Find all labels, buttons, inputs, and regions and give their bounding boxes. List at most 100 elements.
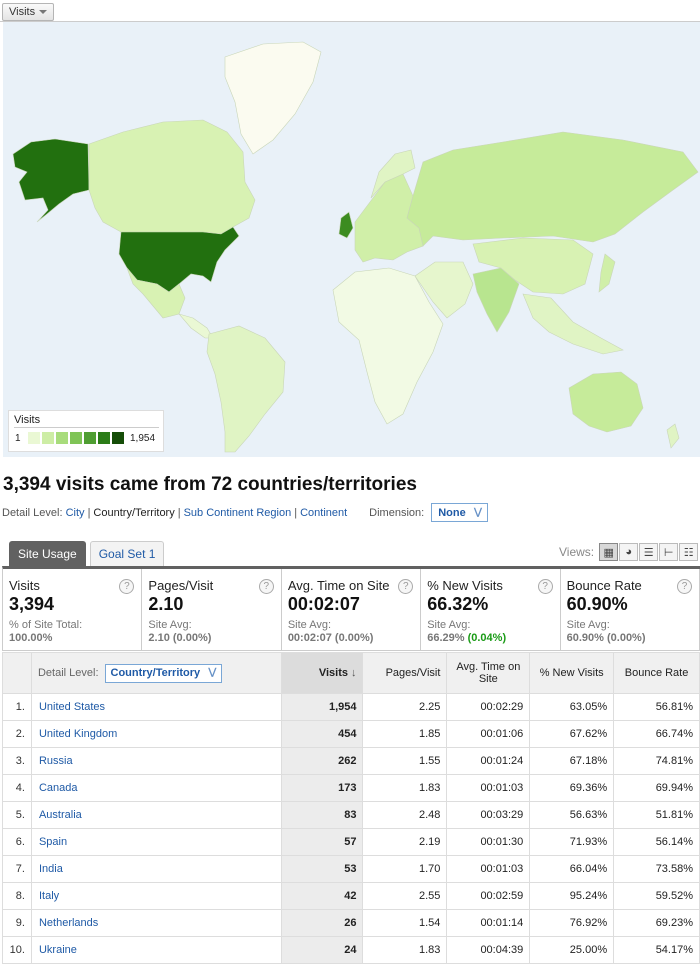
- chevron-down-icon: ⋁: [208, 667, 217, 678]
- bounce-cell: 56.81%: [613, 693, 700, 721]
- col-header-bounce[interactable]: Bounce Rate: [613, 652, 700, 694]
- pivot-view-icon[interactable]: ☷: [679, 543, 699, 561]
- table-view-icon[interactable]: ▦: [599, 543, 619, 561]
- map-new-zealand[interactable]: [666, 423, 680, 449]
- country-link[interactable]: Australia: [38, 809, 82, 821]
- detail-level-header: Detail Level: Country/Territory ⋁: [30, 652, 282, 694]
- row-index: 4.: [2, 774, 32, 802]
- bounce-cell: 54.17%: [613, 936, 700, 964]
- country-link[interactable]: Spain: [38, 836, 68, 848]
- detail-level-select[interactable]: Country/Territory ⋁: [104, 663, 222, 683]
- metric-name: Visits: [9, 578, 40, 593]
- detail-link-city[interactable]: City: [65, 506, 85, 519]
- row-index: 10.: [2, 936, 32, 964]
- map-metric-dropdown[interactable]: Visits: [2, 3, 55, 21]
- detail-level-bar: Detail Level: City | Country/Territory | S…: [2, 503, 489, 522]
- new-visits-cell: 69.36%: [529, 774, 615, 802]
- country-link[interactable]: Ukraine: [38, 944, 77, 956]
- country-cell: Canada: [30, 774, 282, 802]
- map-china[interactable]: [472, 237, 594, 295]
- country-link[interactable]: United Kingdom: [38, 728, 118, 740]
- divider: [0, 21, 700, 22]
- help-icon[interactable]: ?: [398, 579, 414, 594]
- bounce-cell: 59.52%: [613, 882, 700, 910]
- map-africa[interactable]: [332, 267, 444, 425]
- country-link[interactable]: Italy: [38, 890, 60, 902]
- metric-value: 60.90%: [566, 594, 628, 614]
- table-row: 5. Australia 83 2.48 00:03:29 56.63% 51.81%: [2, 801, 700, 829]
- bar-view-icon[interactable]: ☰: [639, 543, 659, 561]
- map-mexico[interactable]: [126, 267, 186, 319]
- new-visits-cell: 63.05%: [529, 693, 615, 721]
- row-index: 2.: [2, 720, 32, 748]
- dimension-select[interactable]: None ⋁: [431, 503, 489, 522]
- map-russia[interactable]: [406, 131, 699, 247]
- tab-site-usage[interactable]: Site Usage: [9, 541, 86, 566]
- map-south-america[interactable]: [206, 325, 286, 453]
- legend-scale: [27, 431, 125, 445]
- metric-avg-time: Avg. Time on Site 00:02:07 Site Avg: 00:0…: [282, 569, 422, 650]
- summary-title: 3,394 visits came from 72 countries/terr…: [3, 474, 417, 495]
- pages-cell: 1.70: [362, 855, 448, 883]
- metric-visits: Visits 3,394 % of Site Total: 100.00% ?: [3, 569, 143, 650]
- chevron-down-icon: ⋁: [473, 506, 483, 518]
- map-greenland[interactable]: [224, 41, 322, 155]
- help-icon[interactable]: ?: [258, 579, 274, 594]
- country-link[interactable]: Canada: [38, 782, 78, 794]
- detail-link-subcontinent[interactable]: Sub Continent Region: [183, 506, 292, 519]
- map-alaska[interactable]: [12, 138, 90, 223]
- country-cell: Netherlands: [30, 909, 282, 937]
- legend-title: Visits: [14, 414, 160, 428]
- visits-cell: 454: [280, 720, 364, 748]
- visits-cell: 26: [280, 909, 364, 937]
- visits-cell: 262: [280, 747, 364, 775]
- col-header-time[interactable]: Avg. Time on Site: [446, 652, 531, 694]
- time-cell: 00:01:24: [446, 747, 531, 775]
- row-index: 6.: [2, 828, 32, 856]
- col-header-visits[interactable]: Visits ↓: [280, 652, 364, 694]
- table-row: 6. Spain 57 2.19 00:01:30 71.93% 56.14%: [2, 828, 700, 856]
- pages-cell: 1.85: [362, 720, 448, 748]
- map-scandinavia[interactable]: [370, 149, 416, 199]
- legend-max: 1,954: [130, 433, 156, 444]
- country-cell: India: [30, 855, 282, 883]
- col-header-pages[interactable]: Pages/Visit: [362, 652, 448, 694]
- country-link[interactable]: Russia: [38, 755, 73, 767]
- metric-pages-visit: Pages/Visit 2.10 Site Avg: 2.10 (0.00%) ?: [142, 569, 282, 650]
- help-icon[interactable]: ?: [537, 579, 553, 594]
- chevron-down-icon: [39, 10, 48, 15]
- views-switcher: Views: ▦ ◕ ☰ ⊢ ☷: [559, 543, 699, 561]
- country-link[interactable]: India: [38, 863, 63, 875]
- map-middle-east[interactable]: [414, 261, 474, 319]
- country-link[interactable]: United States: [38, 701, 106, 713]
- metric-sub: Site Avg: 60.90% (0.00%): [566, 619, 646, 644]
- map-japan[interactable]: [598, 253, 616, 293]
- col-header-new-visits[interactable]: % New Visits: [529, 652, 615, 694]
- new-visits-cell: 95.24%: [529, 882, 615, 910]
- country-link[interactable]: Netherlands: [38, 917, 99, 929]
- map-southeast-asia[interactable]: [522, 293, 624, 355]
- bounce-cell: 51.81%: [613, 801, 700, 829]
- world-map[interactable]: Visits 1 1,954: [3, 22, 700, 457]
- new-visits-cell: 67.62%: [529, 720, 615, 748]
- new-visits-cell: 71.93%: [529, 828, 615, 856]
- row-index: 5.: [2, 801, 32, 829]
- row-index: 8.: [2, 882, 32, 910]
- metric-bounce-rate: Bounce Rate 60.90% Site Avg: 60.90% (0.00…: [561, 569, 700, 650]
- map-australia[interactable]: [568, 371, 644, 433]
- detail-link-continent[interactable]: Continent: [300, 506, 348, 519]
- pages-cell: 2.19: [362, 828, 448, 856]
- map-uk[interactable]: [338, 211, 354, 239]
- bounce-cell: 66.74%: [613, 720, 700, 748]
- map-canada[interactable]: [88, 119, 256, 235]
- pie-view-icon[interactable]: ◕: [619, 543, 639, 561]
- new-visits-cell: 25.00%: [529, 936, 615, 964]
- bounce-cell: 69.23%: [613, 909, 700, 937]
- comparison-view-icon[interactable]: ⊢: [659, 543, 679, 561]
- table-row: 2. United Kingdom 454 1.85 00:01:06 67.62% 66.…: [2, 720, 700, 748]
- pages-cell: 1.54: [362, 909, 448, 937]
- help-icon[interactable]: ?: [677, 579, 693, 594]
- help-icon[interactable]: ?: [119, 579, 135, 594]
- detail-current: Country/Territory: [93, 506, 175, 519]
- tab-goal-set-1[interactable]: Goal Set 1: [89, 541, 165, 566]
